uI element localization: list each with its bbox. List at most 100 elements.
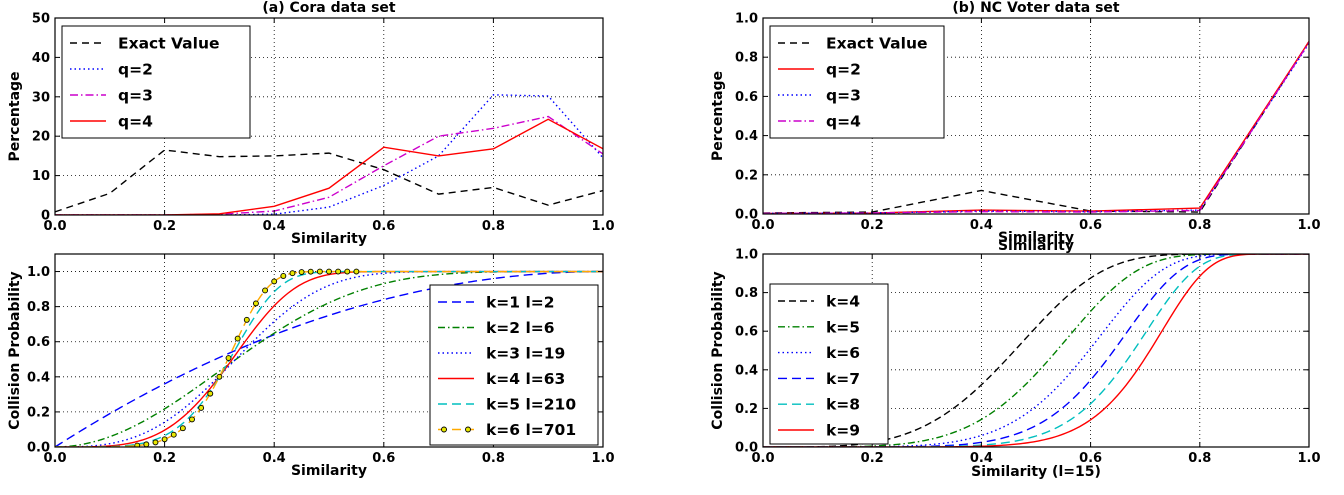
series-marker [170,431,177,438]
legend-label: Exact Value [826,35,928,53]
series-marker [353,268,360,275]
chart-title: (b) NC Voter data set [952,0,1120,16]
x-tick-label: 0.8 [482,219,505,234]
x-tick-label: 0.2 [153,219,176,234]
legend-box [429,284,599,446]
y-tick-label: 40 [32,51,50,66]
y-tick-label: 0.4 [27,370,50,385]
legend: k=4 k=5 k=6 k=7 k=8 k=9 [769,283,889,445]
y-tick-label: 0.2 [735,402,758,417]
x-axis-label: Similarity [998,230,1074,246]
legend-label: k=4 [826,293,860,311]
series-marker [252,300,259,307]
legend-marker [465,426,471,433]
legend-label: q=3 [826,87,861,105]
y-tick-label: 0.0 [735,208,758,223]
series-marker [307,268,314,275]
x-tick-label: 0.4 [263,451,286,466]
series-marker [298,269,305,276]
legend-label: k=8 [826,396,860,414]
series-marker [289,270,296,277]
legend-label: q=4 [826,113,861,131]
y-axis-label: Collision Probability [7,271,23,429]
x-axis-label: Similarity [291,463,367,479]
legend-label: Exact Value [118,35,220,53]
legend-label: k=9 [826,422,860,440]
legend-box [61,25,251,139]
legend-label: k=4 l=63 [486,370,565,388]
chart-panel-3: 0.0 0.2 0.4 0.6 0.8 1.0 0.0 0.2 0.4 0.6 0.8 1.0 Simi… [7,253,615,479]
y-tick-label: 0.2 [735,168,758,183]
legend-marker [441,426,447,433]
series-line-1 [55,270,603,447]
series-marker [189,416,195,423]
series-line-4 [763,42,1309,214]
y-tick-label: 0 [41,209,50,224]
legend-label: k=3 l=19 [486,345,565,363]
y-tick-label: 0.2 [27,405,50,420]
series-marker [198,404,205,411]
y-tick-label: 50 [32,12,50,27]
legend: k=1 l=2 k=2 l=6 k=3 l=19 k=4 l=63 k=5 l=210 k… [429,284,599,446]
x-tick-label: 0.0 [43,219,66,234]
x-tick-label: 0.2 [153,451,176,466]
legend-label: q=4 [118,113,153,131]
series-line-5 [763,254,1309,447]
x-tick-label: 0.2 [861,218,884,233]
legend-label: k=1 l=2 [486,294,555,312]
plot-frame [762,17,1310,215]
legend: Exact Value q=2 q=3 q=4 [769,25,945,139]
x-tick-label: 0.6 [1079,451,1102,466]
y-tick-label: 1.0 [27,265,50,280]
x-tick-label: 0.2 [861,451,884,466]
series-line-1 [55,149,603,213]
series-marker [179,425,186,432]
x-tick-label: 0.8 [482,451,505,466]
y-tick-label: 0.4 [735,363,758,378]
legend-label: q=2 [118,61,153,79]
x-tick-label: 0.8 [1188,218,1211,233]
y-tick-label: 0.0 [735,441,758,456]
x-tick-label: 0.6 [372,451,395,466]
x-tick-label: 1.0 [1297,218,1320,233]
series-marker [280,273,287,279]
series-marker [225,355,232,361]
y-tick-label: 0.6 [735,90,758,105]
y-tick-label: 0.6 [27,335,50,350]
series-line-6 [763,254,1309,447]
x-tick-label: 0.4 [970,451,993,466]
plot-frame [54,17,604,216]
chart-title: Similarity [998,238,1074,254]
chart-panel-2: 0.0 0.2 0.4 0.6 0.8 1.0 0.0 0.2 0.4 0.6 0.8 1.0 (b) … [710,0,1321,246]
series-line-3 [763,43,1309,214]
series-line-2 [55,94,603,215]
x-tick-label: 0.4 [263,219,286,234]
y-tick-label: 1.0 [735,12,758,27]
legend: Exact Value q=2 q=3 q=4 [61,25,251,139]
series-group [55,94,603,215]
y-axis-label: Collision Probability [710,271,726,429]
x-tick-label: 0.4 [970,218,993,233]
series-marker [143,441,150,447]
y-axis-label: Percentage [7,71,23,161]
series-marker [344,268,351,275]
y-tick-label: 0.8 [735,286,758,301]
series-line-4 [55,118,603,215]
y-tick-label: 20 [32,130,50,145]
legend-box [769,283,889,445]
chart-panel-4: 0.0 0.2 0.4 0.6 0.8 1.0 0.0 0.2 0.4 0.6 0.8 1.0 Simi… [710,238,1321,480]
series-marker [316,268,323,275]
series-marker [335,268,342,275]
plot-frame [762,253,1310,448]
legend-label: k=5 [826,318,860,336]
series-marker [161,436,168,443]
plot-frame [54,253,604,448]
chart-panel-1: 0.0 0.2 0.4 0.6 0.8 1.0 0 10 20 30 40 50 (a) Cora da… [7,0,615,247]
series-marker [134,442,141,447]
series-marker [326,268,332,275]
x-tick-label: 0.6 [372,219,395,234]
legend-label: k=6 [826,344,860,362]
y-tick-label: 0.8 [27,300,50,315]
series-marker [262,287,269,294]
